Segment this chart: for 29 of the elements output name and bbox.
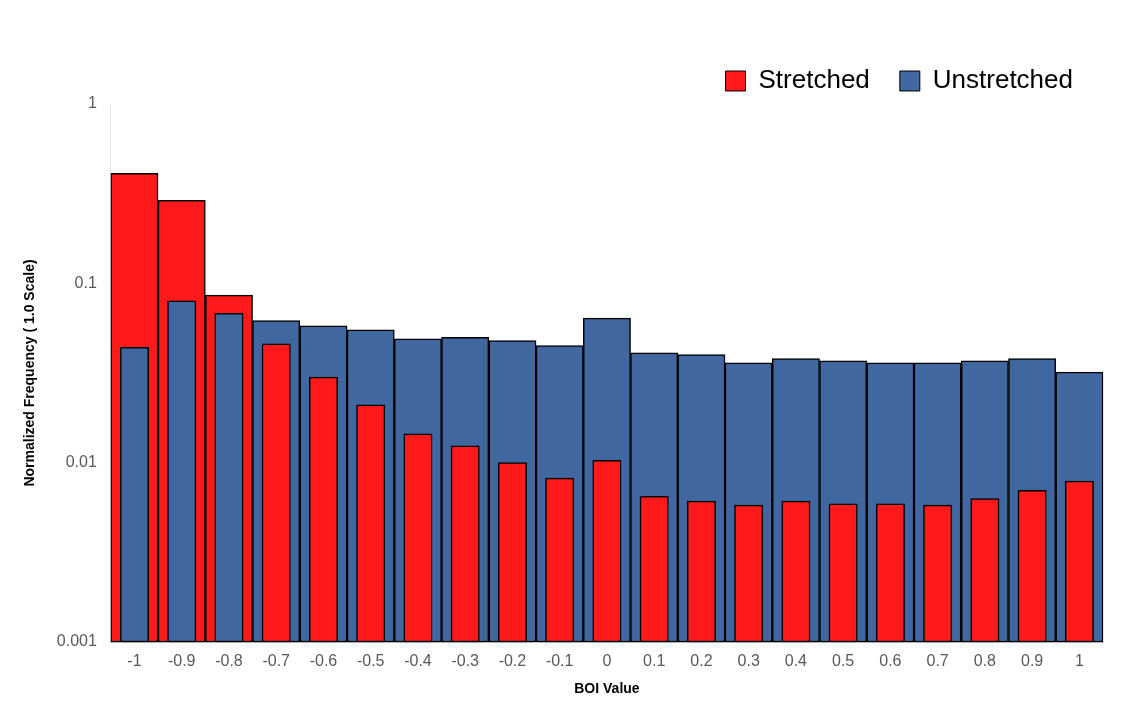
x-tick-label: -0.1 xyxy=(545,652,574,670)
x-tick-label: 0.6 xyxy=(879,652,902,670)
x-tick-label: -0.2 xyxy=(498,652,527,670)
x-tick-label: -0.4 xyxy=(404,652,432,670)
x-tick-label: 0.1 xyxy=(643,652,666,670)
x-tick-label: -1 xyxy=(127,652,142,670)
x-tick-label: 0.8 xyxy=(973,652,997,670)
y-tick-label: 1 xyxy=(87,94,97,112)
x-tick-label: -0.9 xyxy=(167,652,196,670)
legend-label: Unstretched xyxy=(932,64,1074,95)
x-tick-label: -0.3 xyxy=(451,652,480,670)
x-tick-label: 0 xyxy=(602,652,612,670)
x-axis-title: BOI Value xyxy=(574,680,640,697)
x-tick-label: 0.5 xyxy=(832,652,855,670)
y-tick-label: 0.01 xyxy=(65,453,97,471)
legend-label: Stretched xyxy=(758,64,870,95)
x-tick-label: -0.7 xyxy=(262,652,291,670)
x-tick-label: -0.6 xyxy=(309,652,338,670)
y-axis-title: Normalized Frequency ( 1.0 Scale) xyxy=(21,259,38,487)
x-tick-label: -0.5 xyxy=(356,652,385,670)
x-tick-label: -0.8 xyxy=(215,652,243,670)
x-tick-label: 0.2 xyxy=(690,652,713,670)
x-tick-label: 1 xyxy=(1074,652,1084,670)
y-tick-label: 0.001 xyxy=(56,632,97,650)
x-tick-label: 0.4 xyxy=(784,652,808,670)
x-tick-label: 0.7 xyxy=(926,652,949,670)
y-tick-label: 0.1 xyxy=(74,273,97,291)
x-tick-label: 0.3 xyxy=(737,652,760,670)
x-tick-label: 0.9 xyxy=(1021,652,1044,670)
